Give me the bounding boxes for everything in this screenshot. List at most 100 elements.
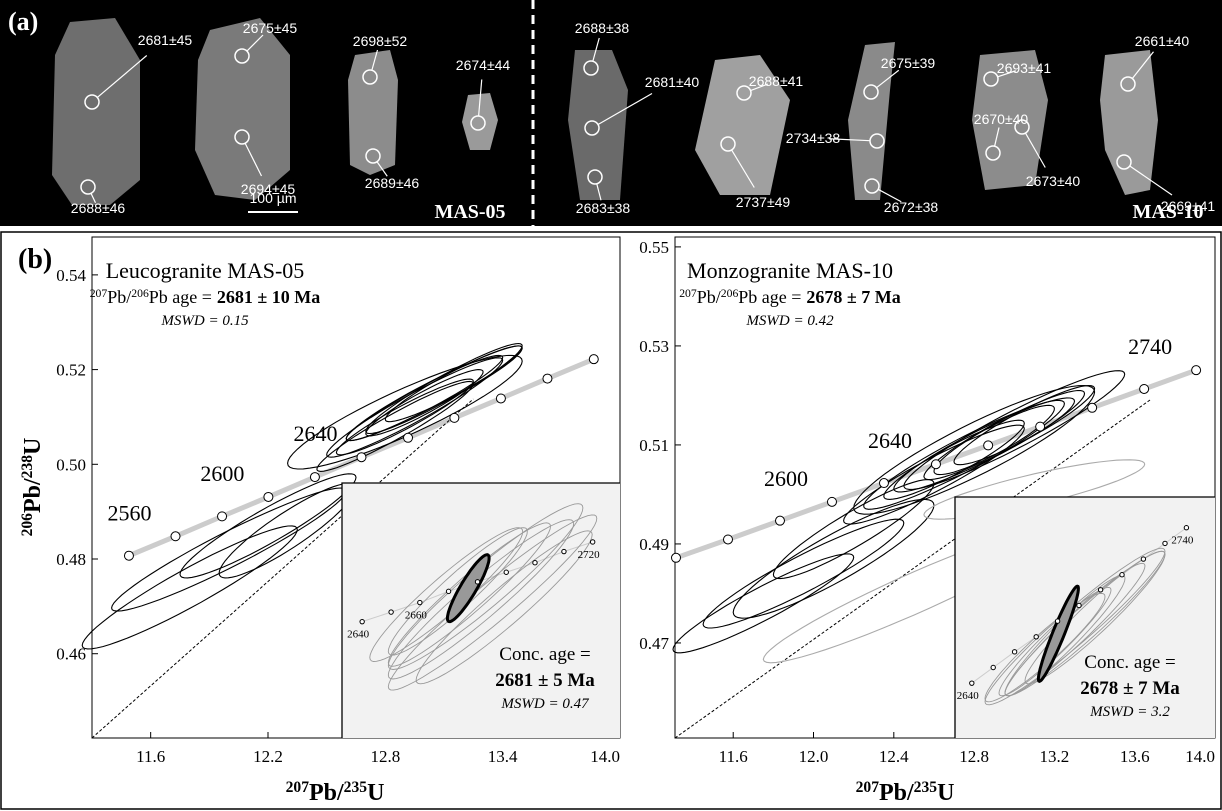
spot-age: 2661±40 bbox=[1135, 33, 1190, 49]
error-ellipse bbox=[387, 503, 584, 670]
age-label: 2640 bbox=[957, 690, 980, 702]
concordia-marker bbox=[449, 412, 460, 423]
x-tick-label: 12.0 bbox=[799, 747, 829, 766]
spot-leader bbox=[828, 138, 871, 142]
error-ellipse bbox=[365, 342, 523, 435]
error-ellipse bbox=[933, 404, 1055, 476]
age-label: 2640 bbox=[293, 421, 337, 446]
error-ellipse bbox=[984, 547, 1166, 706]
concordia-marker bbox=[445, 588, 452, 595]
isotope-text: Pb age = bbox=[738, 287, 801, 307]
spot bbox=[583, 60, 599, 76]
isotope-text: Pb/ bbox=[20, 478, 46, 513]
spot bbox=[234, 48, 250, 64]
mass-number: 235 bbox=[344, 779, 368, 796]
y-tick-label: 0.55 bbox=[639, 238, 669, 257]
concordia-marker bbox=[417, 599, 423, 606]
concordia-marker bbox=[1183, 525, 1190, 531]
concordia-marker bbox=[532, 559, 538, 566]
spot bbox=[1116, 154, 1132, 170]
concordia-marker bbox=[1011, 649, 1018, 655]
concordia-marker bbox=[503, 569, 509, 575]
spot-leader bbox=[877, 188, 902, 203]
age-label: 2740 bbox=[1128, 334, 1172, 359]
error-ellipse bbox=[953, 384, 1096, 466]
spot-age: 2675±39 bbox=[881, 55, 936, 71]
grain bbox=[462, 93, 498, 150]
isotope-text: U bbox=[937, 780, 954, 806]
spot-leader bbox=[246, 34, 264, 52]
x-tick-label: 11.6 bbox=[719, 747, 748, 766]
concordia-marker bbox=[217, 511, 228, 522]
spot bbox=[587, 169, 603, 185]
error-ellipse bbox=[387, 514, 598, 691]
spot-age: 2681±40 bbox=[645, 74, 700, 90]
concordia-marker bbox=[403, 432, 414, 443]
spot-leader bbox=[371, 49, 379, 71]
spot-age: 2688±41 bbox=[749, 73, 804, 89]
error-ellipse bbox=[772, 479, 935, 580]
spot-age: 2694±45 bbox=[241, 181, 296, 197]
scale-label: 100 µm bbox=[250, 190, 297, 206]
spot bbox=[84, 94, 100, 110]
grain bbox=[972, 50, 1048, 190]
isotope-text: Pb age = bbox=[149, 287, 212, 307]
concordia-marker bbox=[388, 609, 394, 615]
spot bbox=[864, 178, 880, 194]
concordia-marker bbox=[495, 393, 506, 404]
concordia-marker bbox=[474, 579, 481, 585]
error-ellipse bbox=[316, 380, 474, 472]
panel-label: (b) bbox=[18, 244, 52, 275]
discordia-line bbox=[674, 399, 1151, 739]
spot bbox=[720, 136, 736, 152]
isotope-label: 207Pb/206Pb age = 2681 ± 10 Ma bbox=[90, 287, 321, 308]
error-ellipse bbox=[218, 482, 357, 579]
spot-leader bbox=[1024, 132, 1046, 168]
chart-title: Leucogranite MAS-05 bbox=[106, 258, 305, 283]
inset-age: 2678 ± 7 Ma bbox=[1080, 678, 1180, 699]
y-tick-label: 0.49 bbox=[639, 535, 669, 554]
grain bbox=[695, 55, 790, 195]
isotope-text: Pb/ bbox=[309, 780, 344, 806]
error-ellipse bbox=[1036, 584, 1080, 684]
spot-leader bbox=[876, 69, 900, 89]
concordia-marker bbox=[359, 618, 365, 625]
spot bbox=[985, 145, 1001, 161]
mass-number: 206 bbox=[131, 287, 149, 300]
spot bbox=[80, 179, 96, 195]
age-label: 2740 bbox=[1171, 535, 1194, 547]
concordia-marker bbox=[123, 550, 134, 561]
isotope-text: U bbox=[20, 438, 46, 455]
grains bbox=[52, 18, 1158, 205]
spot bbox=[736, 85, 752, 101]
spot bbox=[470, 115, 486, 131]
concordia-marker bbox=[878, 478, 889, 489]
mass-number: 206 bbox=[19, 513, 36, 537]
age-value: 2681 ± 10 Ma bbox=[217, 287, 320, 307]
error-ellipse bbox=[415, 530, 593, 685]
x-tick-label: 14.0 bbox=[590, 747, 620, 766]
concordia-marker bbox=[1140, 556, 1147, 562]
spot-age: 2689±46 bbox=[365, 175, 420, 191]
error-ellipse bbox=[335, 378, 474, 456]
concordia-marker bbox=[671, 552, 682, 563]
spot-leader bbox=[1131, 51, 1154, 79]
spot-age: 2670±40 bbox=[974, 111, 1029, 127]
error-ellipse bbox=[387, 522, 551, 667]
concordia-marker bbox=[990, 664, 996, 671]
mswd: MSWD = 0.15 bbox=[160, 313, 249, 329]
error-ellipse bbox=[702, 518, 905, 629]
concordia-marker bbox=[1087, 402, 1098, 413]
y-tick-label: 0.51 bbox=[639, 436, 669, 455]
isotope-label: 206Pb/238U bbox=[19, 438, 47, 537]
x-tick-label: 13.4 bbox=[488, 747, 518, 766]
concordia-marker bbox=[930, 459, 941, 470]
grain bbox=[52, 18, 140, 205]
spot bbox=[1014, 119, 1030, 135]
y-tick-label: 0.53 bbox=[639, 337, 669, 356]
spot-age: 2688±46 bbox=[71, 200, 126, 216]
spot-leader bbox=[244, 142, 263, 177]
isotope-text: Pb/ bbox=[697, 287, 721, 307]
age-label: 2600 bbox=[200, 461, 244, 486]
